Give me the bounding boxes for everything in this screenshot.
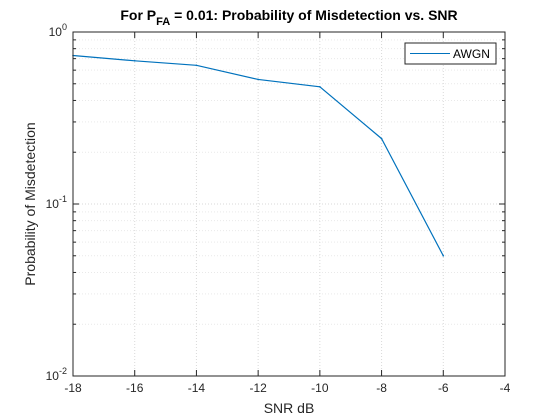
data-point	[133, 60, 136, 62]
y-tick-label-exponent: 0	[62, 22, 67, 32]
data-point	[380, 137, 383, 140]
y-tick-label-base: 10	[46, 369, 60, 383]
y-tick-label-base: 10	[46, 197, 60, 211]
x-tick-label: -18	[64, 381, 82, 395]
data-point	[257, 78, 259, 81]
y-tick-label-base: 10	[49, 25, 63, 39]
x-tick-label: -8	[376, 381, 387, 395]
data-point	[442, 254, 445, 257]
y-axis-label: Probability of Misdetection	[22, 122, 38, 285]
series-layer	[72, 54, 445, 257]
x-axis-label: SNR dB	[264, 400, 315, 416]
data-point	[195, 64, 198, 67]
legend-label-awgn: AWGN	[453, 47, 490, 61]
chart-title: For PFA = 0.01: Probability of Misdetect…	[120, 7, 457, 28]
title-subscript: FA	[156, 16, 170, 28]
legend-box	[404, 42, 497, 65]
legend: AWGN	[404, 42, 497, 65]
x-tick-label: -4	[500, 381, 511, 395]
x-tick-label: -14	[188, 381, 206, 395]
x-tick-label: -10	[311, 381, 329, 395]
y-tick-label: 10-1	[46, 194, 67, 211]
x-tick-label: -6	[438, 381, 449, 395]
x-tick-label: -12	[249, 381, 267, 395]
y-tick-label: 10-2	[46, 366, 67, 383]
title-suffix: = 0.01: Probability of Misdetection vs. …	[170, 7, 457, 23]
title-prefix: For P	[120, 7, 156, 23]
x-tick-label: -16	[126, 381, 144, 395]
y-tick-label-exponent: -2	[59, 366, 67, 376]
y-tick-label-exponent: -1	[59, 194, 67, 204]
y-tick-label: 100	[49, 22, 67, 39]
data-point	[319, 86, 321, 88]
